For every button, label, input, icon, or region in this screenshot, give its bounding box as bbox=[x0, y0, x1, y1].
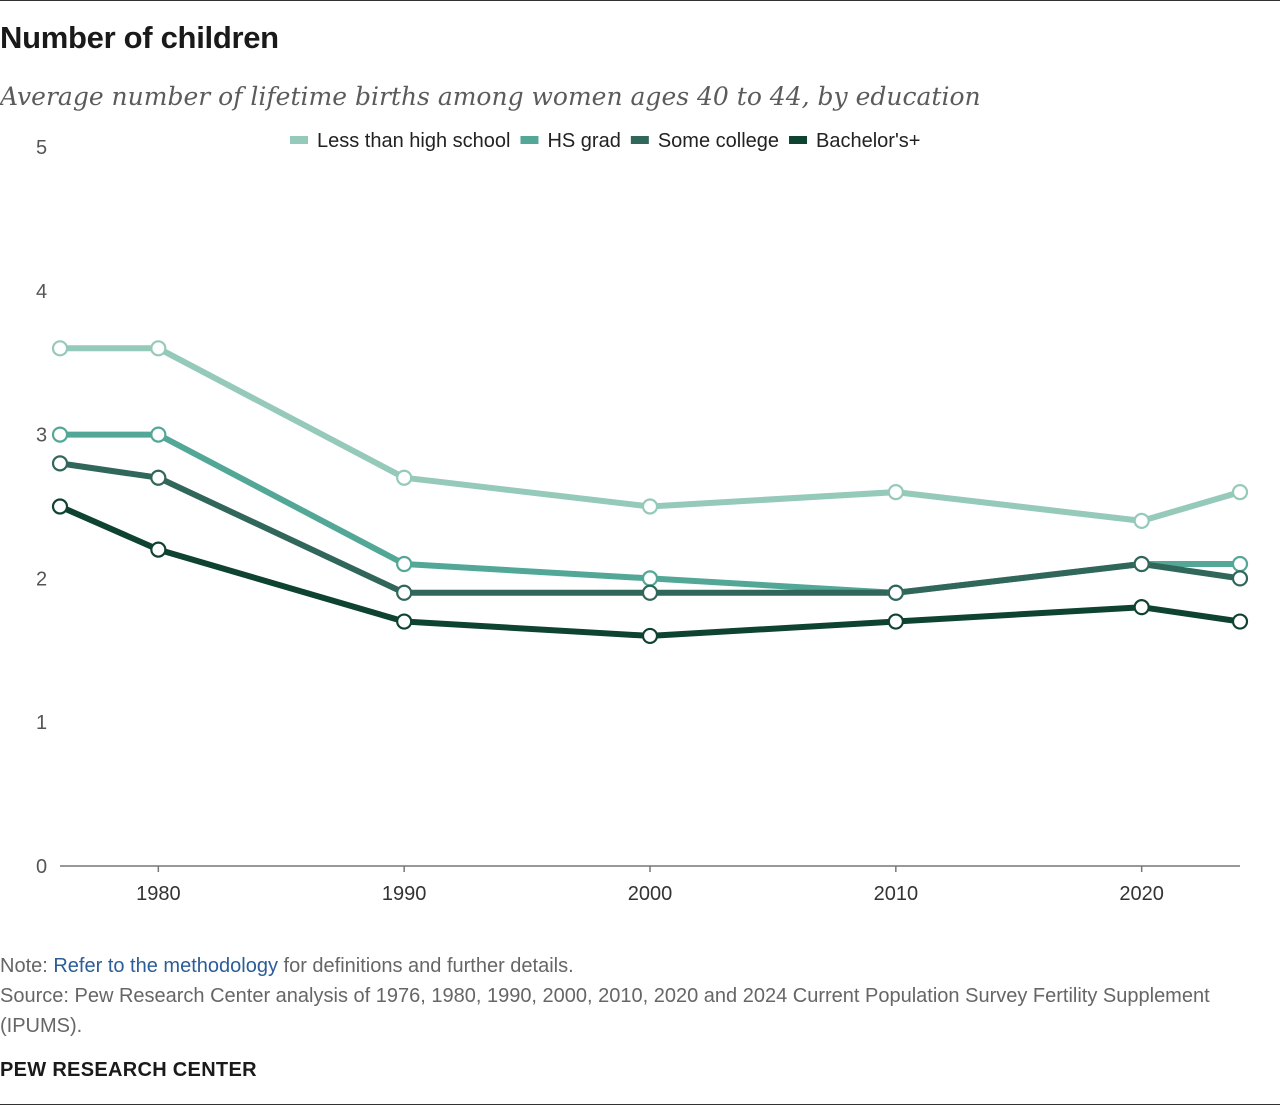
legend-swatch-hs-grad bbox=[520, 136, 539, 144]
data-point-bachelor-s bbox=[1133, 599, 1150, 616]
y-tick-label: 0 bbox=[36, 856, 47, 878]
y-tick-label: 3 bbox=[36, 425, 47, 447]
data-point-some-college bbox=[396, 584, 413, 601]
data-point-some-college bbox=[1231, 570, 1249, 587]
y-tick-label: 2 bbox=[36, 568, 47, 590]
line-chart: 0 1 2 3 4 5 1980 1990 2000 2010 2020 Less than high… bbox=[36, 130, 1249, 905]
data-point-hs-grad bbox=[51, 426, 69, 443]
data-point-some-college bbox=[887, 584, 904, 601]
data-point-some-college bbox=[641, 584, 659, 601]
legend-swatch-some-college bbox=[630, 136, 649, 144]
data-point-bachelor-s bbox=[1231, 613, 1249, 630]
data-point-less-than-high-school bbox=[150, 340, 167, 357]
legend-label-less-than-high-school: Less than high school bbox=[317, 130, 510, 152]
x-tick-label: 2020 bbox=[1119, 883, 1164, 905]
note-prefix: Note: bbox=[0, 955, 54, 977]
legend-label-some-college: Some college bbox=[658, 130, 779, 152]
legend-swatch-less-than-high-school bbox=[290, 136, 308, 144]
data-point-bachelor-s bbox=[150, 541, 167, 558]
note-suffix: for definitions and further details. bbox=[277, 955, 574, 977]
legend-label-bachelor-s: Bachelor's+ bbox=[816, 130, 920, 152]
y-tick-label: 1 bbox=[36, 712, 47, 734]
data-point-hs-grad bbox=[150, 426, 167, 443]
data-point-less-than-high-school bbox=[1133, 512, 1150, 529]
legend-label-hs-grad: HS grad bbox=[547, 130, 620, 152]
data-point-some-college bbox=[1133, 555, 1150, 573]
data-point-less-than-high-school bbox=[1231, 484, 1249, 501]
x-tick-label: 2010 bbox=[874, 883, 919, 905]
pew-credit: PEW RESEARCH CENTER bbox=[0, 1059, 257, 1081]
legend-swatch-bachelor-s bbox=[789, 136, 808, 144]
data-point-less-than-high-school bbox=[396, 469, 413, 486]
data-point-less-than-high-school bbox=[887, 484, 904, 501]
chart-source: Source: Pew Research Center analysis of … bbox=[0, 985, 1210, 1037]
data-point-hs-grad bbox=[641, 570, 659, 587]
data-point-bachelor-s bbox=[51, 498, 69, 515]
data-point-some-college bbox=[51, 455, 69, 472]
series-line-less-than-high-school bbox=[57, 345, 1243, 524]
data-point-hs-grad bbox=[1231, 555, 1249, 573]
bottom-rule bbox=[0, 1104, 1280, 1105]
data-point-less-than-high-school bbox=[641, 498, 659, 515]
y-tick-label: 5 bbox=[36, 137, 47, 159]
data-point-bachelor-s bbox=[641, 627, 659, 645]
data-point-hs-grad bbox=[396, 555, 413, 573]
data-point-bachelor-s bbox=[396, 613, 413, 630]
data-point-less-than-high-school bbox=[51, 340, 69, 357]
top-rule bbox=[0, 0, 1280, 1]
data-point-some-college bbox=[150, 469, 167, 486]
methodology-link[interactable]: Refer to the methodology bbox=[53, 955, 278, 977]
chart-title: Number of children bbox=[0, 20, 279, 55]
chart-subtitle: Average number of lifetime births among … bbox=[0, 82, 981, 111]
data-point-bachelor-s bbox=[887, 613, 904, 630]
x-tick-label: 2000 bbox=[628, 883, 673, 905]
chart-note: Note: Refer to the methodology for defin… bbox=[0, 951, 1280, 981]
y-tick-label: 4 bbox=[36, 281, 47, 303]
x-tick-label: 1980 bbox=[136, 883, 181, 905]
x-tick-label: 1990 bbox=[382, 883, 427, 905]
